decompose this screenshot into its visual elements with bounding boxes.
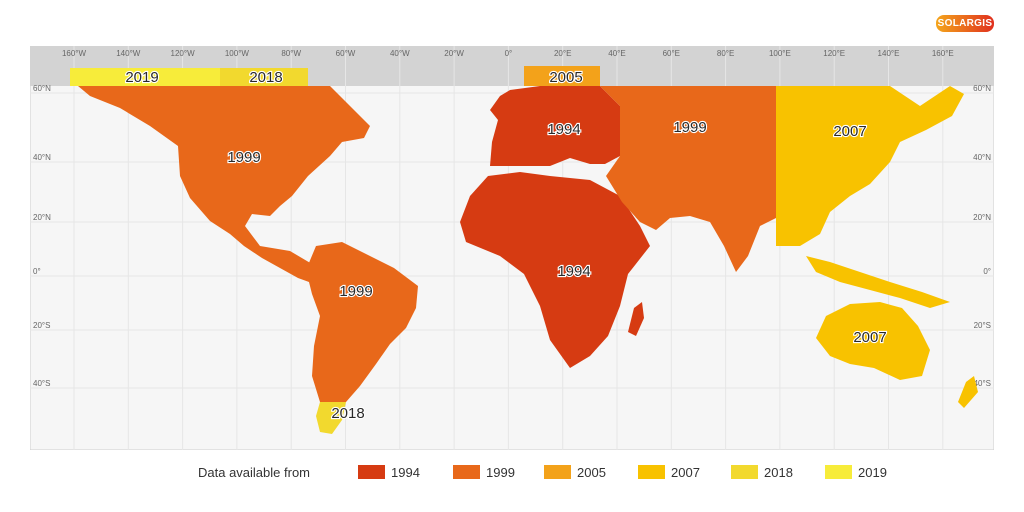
longitude-label: 60°E <box>663 49 680 58</box>
latitude-label-right: 20°N <box>973 213 991 222</box>
longitude-label: 60°W <box>336 49 356 58</box>
longitude-label: 120°W <box>171 49 196 58</box>
longitude-label: 160°W <box>62 49 87 58</box>
legend-label: 2019 <box>858 465 887 480</box>
longitude-label: 40°E <box>608 49 625 58</box>
longitude-label: 140°E <box>878 49 900 58</box>
latitude-label-right: 60°N <box>973 84 991 93</box>
region-scandinavia-north <box>524 66 600 86</box>
latitude-labels: 60°N 60°N 40°N 40°N 20°N 20°N 0° 0° 20°S 20°S 40°S… <box>33 84 991 388</box>
longitude-label: 20°E <box>554 49 571 58</box>
latitude-label-right: 40°N <box>973 153 991 162</box>
legend-swatch <box>544 465 571 479</box>
label-east-asia: 2007 <box>833 123 866 140</box>
latitude-label-right: 0° <box>983 267 991 276</box>
solargis-logo: SOLARGIS <box>936 15 994 32</box>
region-southeast-asia <box>806 256 950 308</box>
legend-label: 2005 <box>577 465 606 480</box>
legend-label: 2007 <box>671 465 700 480</box>
latitude-label-left: 20°S <box>33 321 50 330</box>
label-europe: 1994 <box>547 121 580 138</box>
latitude-label-right: 20°S <box>974 321 991 330</box>
latitude-label-right: 40°S <box>974 379 991 388</box>
region-australia <box>816 302 930 380</box>
legend-swatch <box>453 465 480 479</box>
region-arctic-canada <box>220 68 308 86</box>
label-south-america: 1999 <box>339 283 372 300</box>
label-australia: 2007 <box>853 329 886 346</box>
latitude-label-left: 60°N <box>33 84 51 93</box>
legend-swatch <box>825 465 852 479</box>
longitude-label: 100°W <box>225 49 250 58</box>
region-north-america <box>78 86 370 286</box>
label-africa: 1994 <box>557 263 590 280</box>
world-map: 160°W 140°W 120°W 100°W 80°W 60°W 40°W 20°W 0° 20… <box>30 46 994 450</box>
longitude-label: 100°E <box>769 49 791 58</box>
region-east-asia <box>776 86 964 246</box>
latitude-label-left: 40°N <box>33 153 51 162</box>
region-madagascar <box>628 302 644 336</box>
longitude-label: 80°W <box>281 49 301 58</box>
label-patagonia: 2018 <box>331 405 364 422</box>
latitude-label-left: 20°N <box>33 213 51 222</box>
region-arctic-west <box>70 68 220 86</box>
longitude-label: 160°E <box>932 49 954 58</box>
legend-swatch <box>638 465 665 479</box>
region-south-america <box>306 242 418 402</box>
legend-title: Data available from <box>198 465 310 480</box>
legend-label: 1994 <box>391 465 420 480</box>
longitude-label: 20°W <box>444 49 464 58</box>
legend-label: 2018 <box>764 465 793 480</box>
label-west-asia: 1999 <box>673 119 706 136</box>
legend-label: 1999 <box>486 465 515 480</box>
label-arctic-canada: 2018 <box>249 69 282 86</box>
region-new-zealand <box>958 376 978 408</box>
region-europe <box>490 86 620 166</box>
label-north-america: 1999 <box>227 149 260 166</box>
label-scandinavia-north: 2005 <box>549 69 582 86</box>
latitude-label-left: 40°S <box>33 379 50 388</box>
longitude-label: 80°E <box>717 49 734 58</box>
legend-swatch <box>731 465 758 479</box>
region-africa <box>460 172 650 368</box>
longitude-label: 120°E <box>823 49 845 58</box>
region-west-asia <box>600 86 776 272</box>
region-patagonia <box>316 402 346 434</box>
longitude-labels: 160°W 140°W 120°W 100°W 80°W 60°W 40°W 20°W 0° 20… <box>62 49 954 58</box>
legend-swatch <box>358 465 385 479</box>
latitude-label-left: 0° <box>33 267 41 276</box>
label-arctic-west: 2019 <box>125 69 158 86</box>
legend: Data available from 1994 1999 2005 2007 … <box>0 462 1024 484</box>
longitude-label: 40°W <box>390 49 410 58</box>
longitude-label: 140°W <box>116 49 141 58</box>
longitude-label: 0° <box>505 49 513 58</box>
